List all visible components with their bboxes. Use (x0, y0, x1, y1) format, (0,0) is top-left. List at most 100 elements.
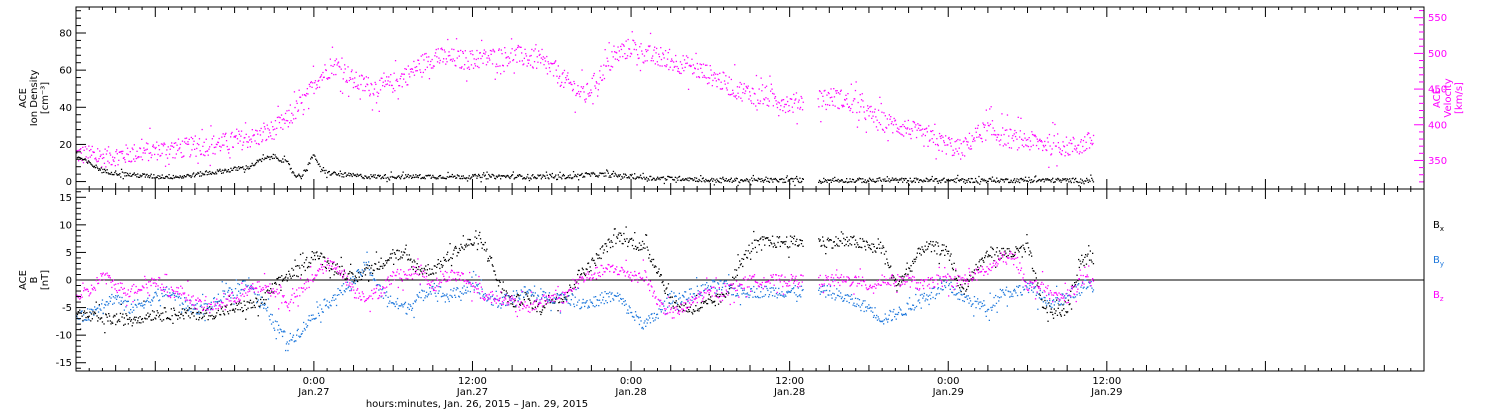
velocity-point (824, 89, 826, 92)
velocity-point (926, 131, 928, 133)
by-point (215, 304, 217, 307)
velocity-point (906, 128, 908, 130)
density-point (924, 180, 927, 182)
bx-point (935, 241, 937, 243)
density-point (483, 172, 485, 174)
velocity-point (346, 81, 348, 83)
by-point (126, 300, 128, 303)
bx-point (580, 274, 582, 276)
velocity-point (751, 102, 753, 104)
velocity-point (989, 108, 991, 110)
by-point (200, 304, 202, 306)
by-point (107, 304, 109, 306)
by-point (633, 316, 635, 318)
bx-point (154, 317, 156, 319)
velocity-point (424, 69, 426, 71)
velocity-point (443, 58, 445, 60)
by-point (555, 298, 557, 300)
velocity-point (766, 104, 768, 106)
density-point (457, 175, 459, 177)
bx-point (760, 237, 762, 239)
velocity-point (1060, 153, 1062, 155)
bx-point (296, 265, 298, 267)
by-point (390, 302, 392, 304)
velocity-point (761, 90, 763, 92)
velocity-point (510, 52, 512, 54)
velocity-point (620, 45, 622, 48)
velocity-point (774, 97, 776, 99)
velocity-point (195, 155, 197, 157)
bx-point (851, 237, 853, 239)
bx-point (979, 259, 981, 261)
velocity-point (276, 116, 279, 119)
velocity-point (532, 67, 534, 69)
by-point (131, 311, 133, 313)
by-point (180, 311, 183, 313)
density-point (722, 176, 724, 178)
velocity-point (361, 75, 363, 77)
by-point (543, 291, 545, 293)
by-point (228, 287, 230, 289)
by-point (541, 294, 544, 296)
bx-point (202, 308, 205, 310)
bx-point (492, 265, 494, 267)
density-point (686, 179, 688, 181)
velocity-point (844, 99, 846, 101)
velocity-point (90, 154, 93, 156)
velocity-point (1024, 137, 1026, 139)
density-point (588, 173, 590, 175)
velocity-point (223, 135, 226, 138)
density-point (248, 168, 250, 170)
by-point (342, 283, 345, 285)
density-point (546, 174, 548, 176)
by-point (104, 303, 106, 306)
velocity-point (522, 64, 524, 66)
bx-point (670, 296, 672, 298)
density-point (559, 171, 561, 173)
by-point (614, 295, 616, 297)
velocity-point (235, 135, 237, 137)
bx-point (720, 301, 722, 303)
density-point (260, 159, 262, 161)
bx-point (647, 249, 649, 251)
density-point (709, 180, 711, 182)
velocity-point (787, 110, 789, 113)
density-point (749, 179, 751, 181)
bx-point (506, 292, 508, 294)
velocity-point (271, 138, 273, 140)
by-point (668, 302, 670, 304)
by-point (163, 295, 165, 297)
density-point (1047, 178, 1049, 180)
density-point (348, 172, 350, 174)
velocity-point (550, 63, 553, 65)
bx-point (867, 244, 869, 246)
bx-point (609, 246, 612, 249)
density-point (529, 177, 531, 179)
bx-point (716, 295, 718, 298)
density-point (92, 165, 94, 167)
bx-point (306, 256, 308, 259)
bx-point (491, 264, 493, 266)
by-point (546, 298, 548, 300)
density-point (76, 157, 79, 159)
density-point (940, 181, 942, 184)
density-point (371, 176, 373, 178)
bx-point (317, 255, 319, 257)
density-point (411, 177, 413, 179)
bx-point (912, 262, 915, 264)
density-point (310, 156, 313, 158)
velocity-point (348, 79, 350, 82)
bx-point (1064, 301, 1066, 303)
velocity-point (149, 127, 151, 129)
velocity-point (417, 59, 419, 61)
by-point (328, 301, 331, 303)
by-point (263, 307, 265, 309)
density-point (673, 179, 676, 181)
density-point (182, 175, 184, 178)
velocity-point (918, 124, 920, 126)
density-point (428, 175, 431, 177)
bx-point (246, 301, 248, 303)
bx-point (325, 267, 327, 270)
velocity-point (94, 158, 96, 160)
